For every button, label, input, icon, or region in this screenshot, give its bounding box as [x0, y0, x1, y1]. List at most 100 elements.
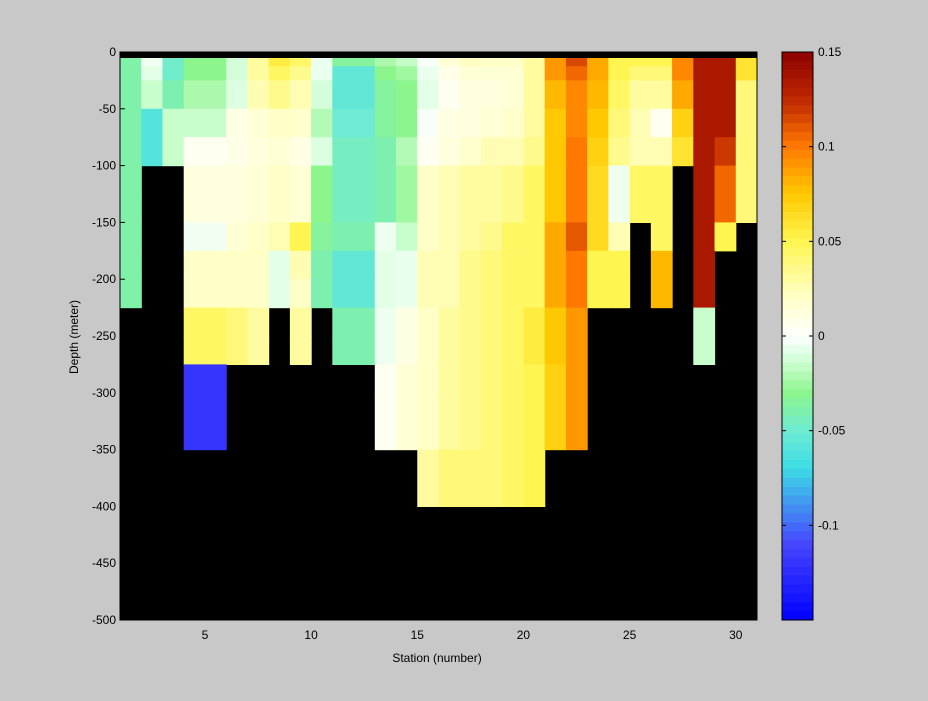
heatmap-cell — [353, 137, 376, 167]
heatmap-cell — [714, 165, 737, 195]
heatmap-cell — [608, 194, 631, 223]
heatmap-cell — [735, 137, 758, 167]
heatmap-cell — [502, 506, 525, 507]
heatmap-cell — [332, 194, 355, 223]
heatmap-cell — [141, 66, 164, 81]
heatmap-cell — [459, 58, 482, 67]
heatmap-plot — [120, 52, 758, 620]
heatmap-cell — [480, 137, 503, 167]
heatmap-cell — [353, 279, 376, 309]
heatmap-cell — [183, 250, 206, 280]
colorbar-swatch — [782, 273, 813, 284]
heatmap-cell — [353, 194, 376, 223]
heatmap-cell — [714, 80, 737, 110]
heatmap-cell — [374, 108, 397, 138]
colorbar-swatch — [782, 380, 813, 390]
heatmap-cell — [268, 165, 291, 195]
heatmap-cell — [650, 222, 673, 252]
heatmap-cell — [396, 336, 418, 365]
heatmap-cell — [120, 279, 142, 309]
heatmap-cell — [608, 250, 631, 280]
heatmap-cell — [650, 165, 673, 195]
colorbar-swatch — [782, 87, 813, 97]
heatmap-cell — [204, 194, 227, 223]
heatmap-cell — [523, 279, 546, 309]
heatmap-cell — [162, 80, 185, 110]
heatmap-cell — [353, 108, 376, 138]
heatmap-cell — [565, 137, 588, 167]
heatmap-cell — [311, 250, 333, 280]
heatmap-cell — [502, 336, 525, 365]
heatmap-cell — [438, 108, 461, 138]
heatmap-cell — [714, 108, 737, 138]
heatmap-cell — [417, 506, 440, 507]
heatmap-cell — [204, 108, 227, 138]
heatmap-cell — [544, 336, 567, 365]
heatmap-cell — [332, 250, 355, 280]
heatmap-cell — [502, 449, 525, 507]
colorbar-swatch — [782, 158, 813, 168]
heatmap-cell — [268, 194, 291, 223]
heatmap-cell — [544, 58, 567, 67]
heatmap-cell — [565, 364, 588, 394]
heatmap-cell — [204, 165, 227, 195]
heatmap-cell — [226, 66, 248, 81]
heatmap-cell — [289, 80, 312, 110]
heatmap-cell — [735, 80, 758, 110]
heatmap-cell — [438, 392, 461, 451]
heatmap-cell — [162, 58, 185, 67]
heatmap-cell — [714, 137, 737, 167]
colorbar-swatch — [782, 566, 813, 577]
heatmap-cell — [226, 108, 248, 138]
heatmap-cell — [565, 392, 588, 451]
heatmap-cell — [502, 307, 525, 337]
heatmap-cell — [289, 222, 312, 252]
heatmap-cell — [544, 165, 567, 195]
colorbar-swatch — [782, 407, 813, 417]
heatmap-cell — [311, 108, 333, 138]
heatmap-cell — [396, 250, 418, 280]
heatmap-cell — [417, 250, 440, 280]
heatmap-cell — [204, 66, 227, 81]
heatmap-cell — [247, 137, 270, 167]
colorbar-swatch — [782, 105, 813, 115]
heatmap-cell — [226, 194, 248, 223]
heatmap-cell — [565, 66, 588, 81]
heatmap-cell — [374, 279, 397, 309]
heatmap-cell — [226, 165, 248, 195]
heatmap-cell — [183, 137, 206, 167]
heatmap-cell — [587, 194, 609, 223]
plot-axes: 5 10 15 20 25 30 0 -50 -100 -150 -200 -250 -300 -350 -… — [92, 45, 758, 642]
heatmap-cell — [311, 279, 333, 309]
heatmap-cell — [523, 449, 546, 507]
heatmap-cell — [289, 108, 312, 138]
heatmap-cell — [650, 108, 673, 138]
x-tick-label: 25 — [623, 628, 637, 642]
heatmap-cell — [226, 80, 248, 110]
heatmap-cell — [120, 80, 142, 110]
heatmap-cell — [183, 336, 206, 365]
heatmap-cell — [650, 137, 673, 167]
heatmap-cell — [289, 307, 312, 337]
heatmap-cell — [523, 80, 546, 110]
heatmap-cell — [247, 108, 270, 138]
heatmap-cell — [120, 58, 142, 67]
heatmap-cell — [438, 66, 461, 81]
heatmap-cell — [289, 336, 312, 365]
heatmap-cell — [268, 279, 291, 309]
heatmap-cell — [480, 449, 503, 507]
heatmap-cell — [480, 250, 503, 280]
colorbar-swatch — [782, 229, 813, 239]
colorbar-swatch — [782, 584, 813, 594]
heatmap-cell — [247, 279, 270, 309]
heatmap-cell — [226, 137, 248, 167]
heatmap-cell — [396, 307, 418, 337]
colorbar-swatch — [782, 531, 813, 541]
heatmap-cell — [396, 165, 418, 195]
heatmap-cell — [353, 66, 376, 81]
heatmap-cell — [438, 137, 461, 167]
y-tick-label: -300 — [92, 386, 116, 400]
heatmap-cell — [120, 137, 142, 167]
heatmap-cell — [332, 58, 355, 67]
